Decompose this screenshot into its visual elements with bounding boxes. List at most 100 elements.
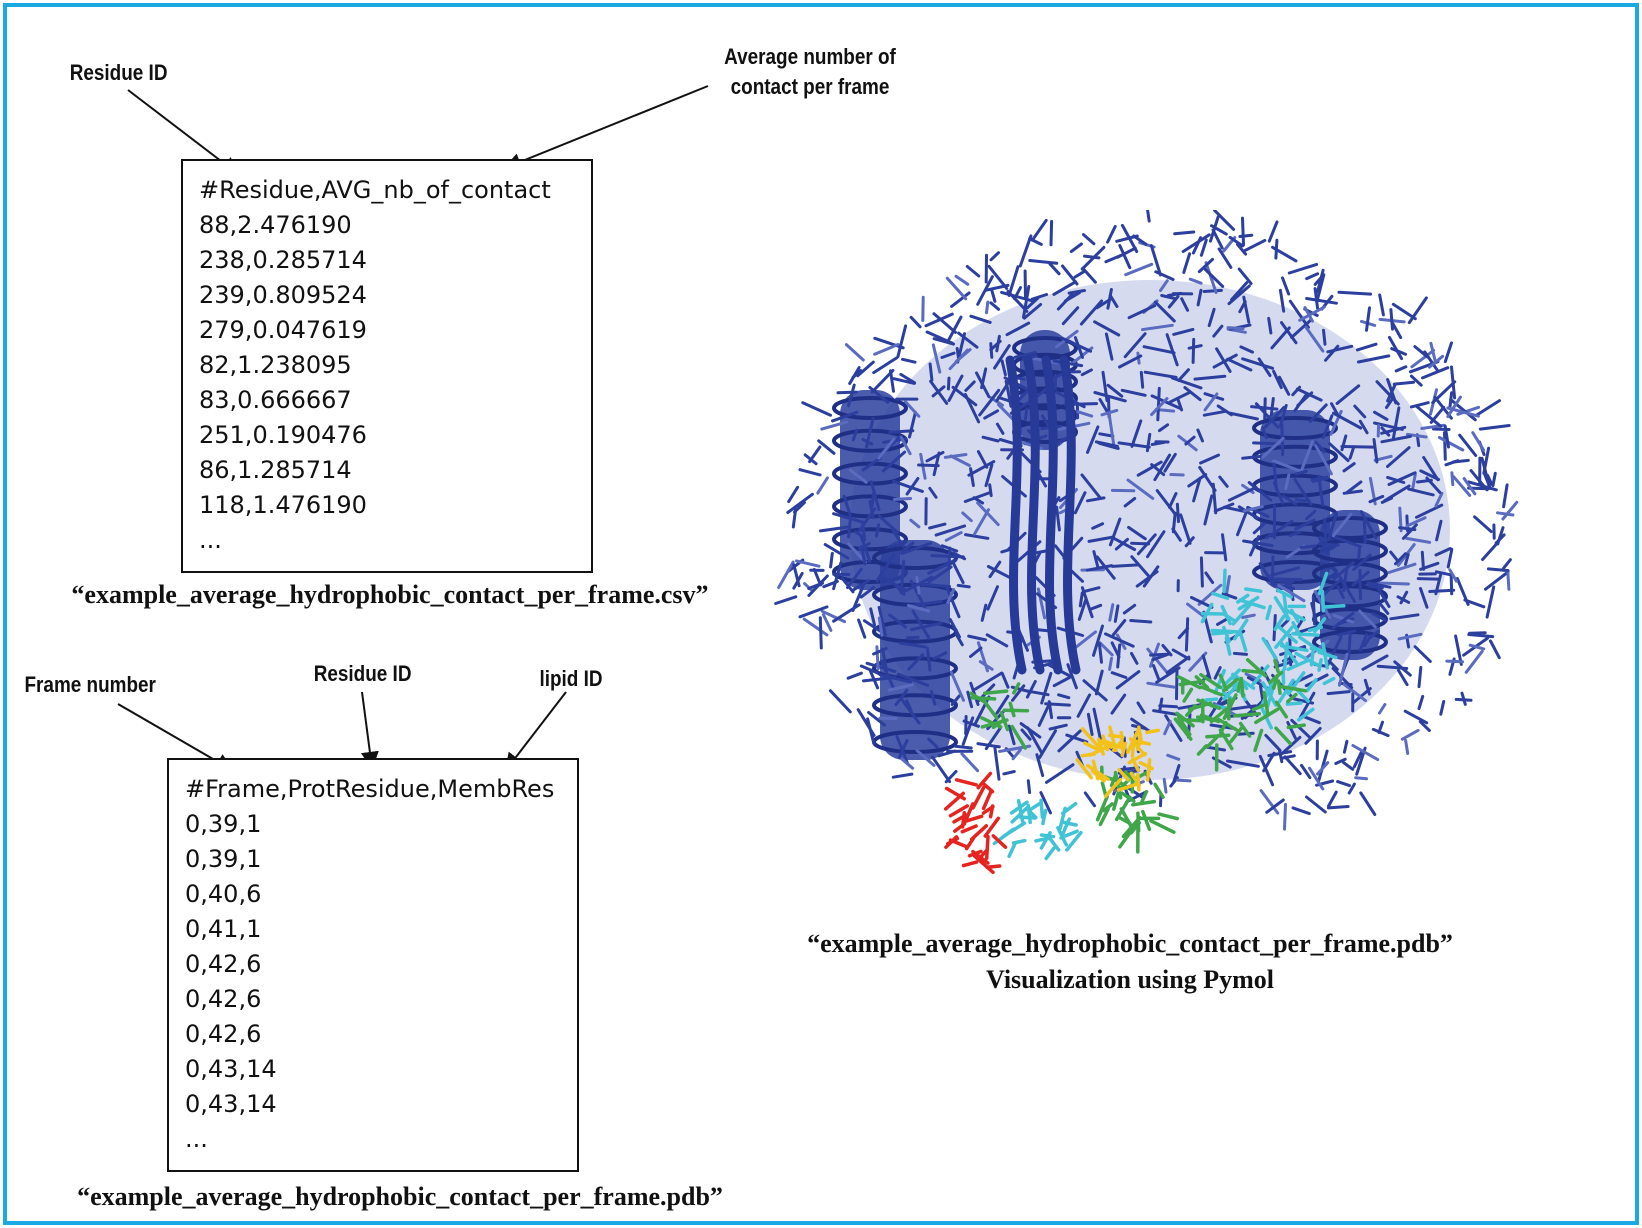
- residue-stick: [786, 492, 814, 514]
- residue-stick: [1435, 519, 1443, 542]
- residue-stick: [1368, 494, 1385, 504]
- residue-stick: [1375, 380, 1400, 406]
- green-contact-stick: [1149, 819, 1176, 834]
- cyan-contact-stick: [1323, 604, 1346, 609]
- residue-stick: [969, 646, 983, 658]
- residue-stick: [1164, 714, 1183, 742]
- residue-stick: [1150, 394, 1182, 410]
- residue-stick: [995, 422, 1005, 435]
- residue-stick: [1342, 462, 1356, 473]
- frame-line: 0,41,1: [185, 915, 262, 943]
- green-contact-stick: [1229, 726, 1244, 744]
- residue-stick: [1439, 700, 1446, 716]
- residue-stick: [1079, 299, 1104, 326]
- cyan-contact-stick: [1044, 846, 1056, 861]
- yellow-contact-stick: [1075, 758, 1094, 780]
- residue-stick: [1420, 550, 1425, 571]
- residue-stick: [1092, 707, 1102, 741]
- residue-stick: [821, 613, 833, 632]
- residue-stick: [1146, 681, 1176, 689]
- green-contact-stick: [1098, 807, 1110, 827]
- residue-stick: [846, 567, 863, 589]
- red-contact-stick: [963, 802, 975, 824]
- residue-stick: [1452, 475, 1472, 497]
- residue-stick: [1429, 341, 1437, 363]
- residue-stick: [909, 599, 943, 608]
- residue-stick: [1155, 489, 1178, 517]
- residue-stick: [1083, 254, 1101, 260]
- residue-stick: [1165, 333, 1179, 367]
- residue-stick: [909, 518, 921, 529]
- residue-stick: [1011, 748, 1022, 761]
- residue-stick: [976, 450, 989, 469]
- residue-stick: [1218, 475, 1229, 488]
- residue-stick: [1419, 561, 1440, 571]
- residue-stick: [852, 579, 871, 592]
- cyan-contact-stick: [1305, 678, 1318, 693]
- csv-line: ...: [199, 526, 222, 554]
- residue-stick: [1278, 375, 1291, 396]
- frame-line: 0,40,6: [185, 880, 262, 908]
- residue-stick: [925, 450, 945, 463]
- frame-line: 0,39,1: [185, 810, 262, 838]
- green-contact-stick: [1010, 724, 1027, 750]
- residue-stick: [873, 336, 905, 350]
- residue-stick: [1173, 230, 1196, 236]
- residue-stick: [1063, 291, 1081, 303]
- residue-stick: [1277, 583, 1306, 603]
- residue-stick: [954, 274, 970, 286]
- residue-stick: [995, 694, 1010, 715]
- residue-stick: [1400, 728, 1420, 741]
- residue-stick: [892, 479, 924, 493]
- residue-stick: [1203, 268, 1225, 288]
- residue-stick: [972, 496, 985, 505]
- csv-line: 251,0.190476: [199, 421, 367, 449]
- residue-stick: [1454, 634, 1463, 666]
- residue-stick: [1274, 238, 1279, 260]
- residue-stick: [896, 672, 930, 687]
- residue-stick: [1150, 440, 1166, 446]
- residue-stick: [1252, 522, 1266, 535]
- cyan-contact-stick: [1238, 631, 1248, 653]
- residue-stick: [1434, 573, 1443, 596]
- residue-stick: [808, 445, 822, 464]
- residue-stick: [1278, 404, 1288, 429]
- residue-stick: [1378, 293, 1385, 317]
- residue-stick: [1362, 519, 1367, 544]
- residue-stick: [973, 671, 1003, 691]
- residue-stick: [1124, 262, 1154, 277]
- residue-stick: [801, 401, 832, 417]
- residue-stick: [1130, 555, 1150, 577]
- yellow-contact-stick: [1091, 769, 1106, 783]
- residue-stick: [1107, 414, 1116, 446]
- residue-stick: [859, 664, 879, 675]
- residue-stick: [954, 633, 964, 647]
- residue-stick: [1168, 492, 1178, 509]
- cyan-contact-stick: [1273, 596, 1291, 621]
- residue-stick: [1340, 445, 1375, 449]
- residue-stick: [1264, 733, 1282, 752]
- residue-stick: [1345, 480, 1363, 494]
- red-contact-stick: [981, 789, 994, 811]
- residue-stick: [1358, 609, 1377, 629]
- cyan-contact-stick: [1039, 798, 1045, 819]
- residue-stick: [1305, 795, 1327, 814]
- residue-stick: [1342, 567, 1349, 593]
- residue-stick: [1387, 562, 1417, 574]
- green-contact-stick: [1195, 715, 1217, 723]
- residue-stick: [1035, 753, 1045, 778]
- residue-stick: [932, 312, 957, 334]
- label-residue-id-frame: Residue ID: [313, 661, 412, 686]
- label-avg-contact-line1: Average number of: [724, 44, 896, 69]
- residue-stick: [1228, 235, 1245, 248]
- residue-stick: [932, 337, 955, 346]
- green-contact-stick: [1274, 700, 1289, 719]
- residue-stick: [1002, 770, 1016, 776]
- label-frame-number: Frame number: [24, 672, 156, 697]
- residue-stick: [1399, 590, 1409, 605]
- label-avg-contact-line2: contact per frame: [730, 74, 890, 99]
- residue-stick: [1468, 643, 1486, 651]
- csv-line: 88,2.476190: [199, 211, 352, 239]
- residue-stick: [1361, 654, 1389, 671]
- residue-stick: [1030, 293, 1049, 301]
